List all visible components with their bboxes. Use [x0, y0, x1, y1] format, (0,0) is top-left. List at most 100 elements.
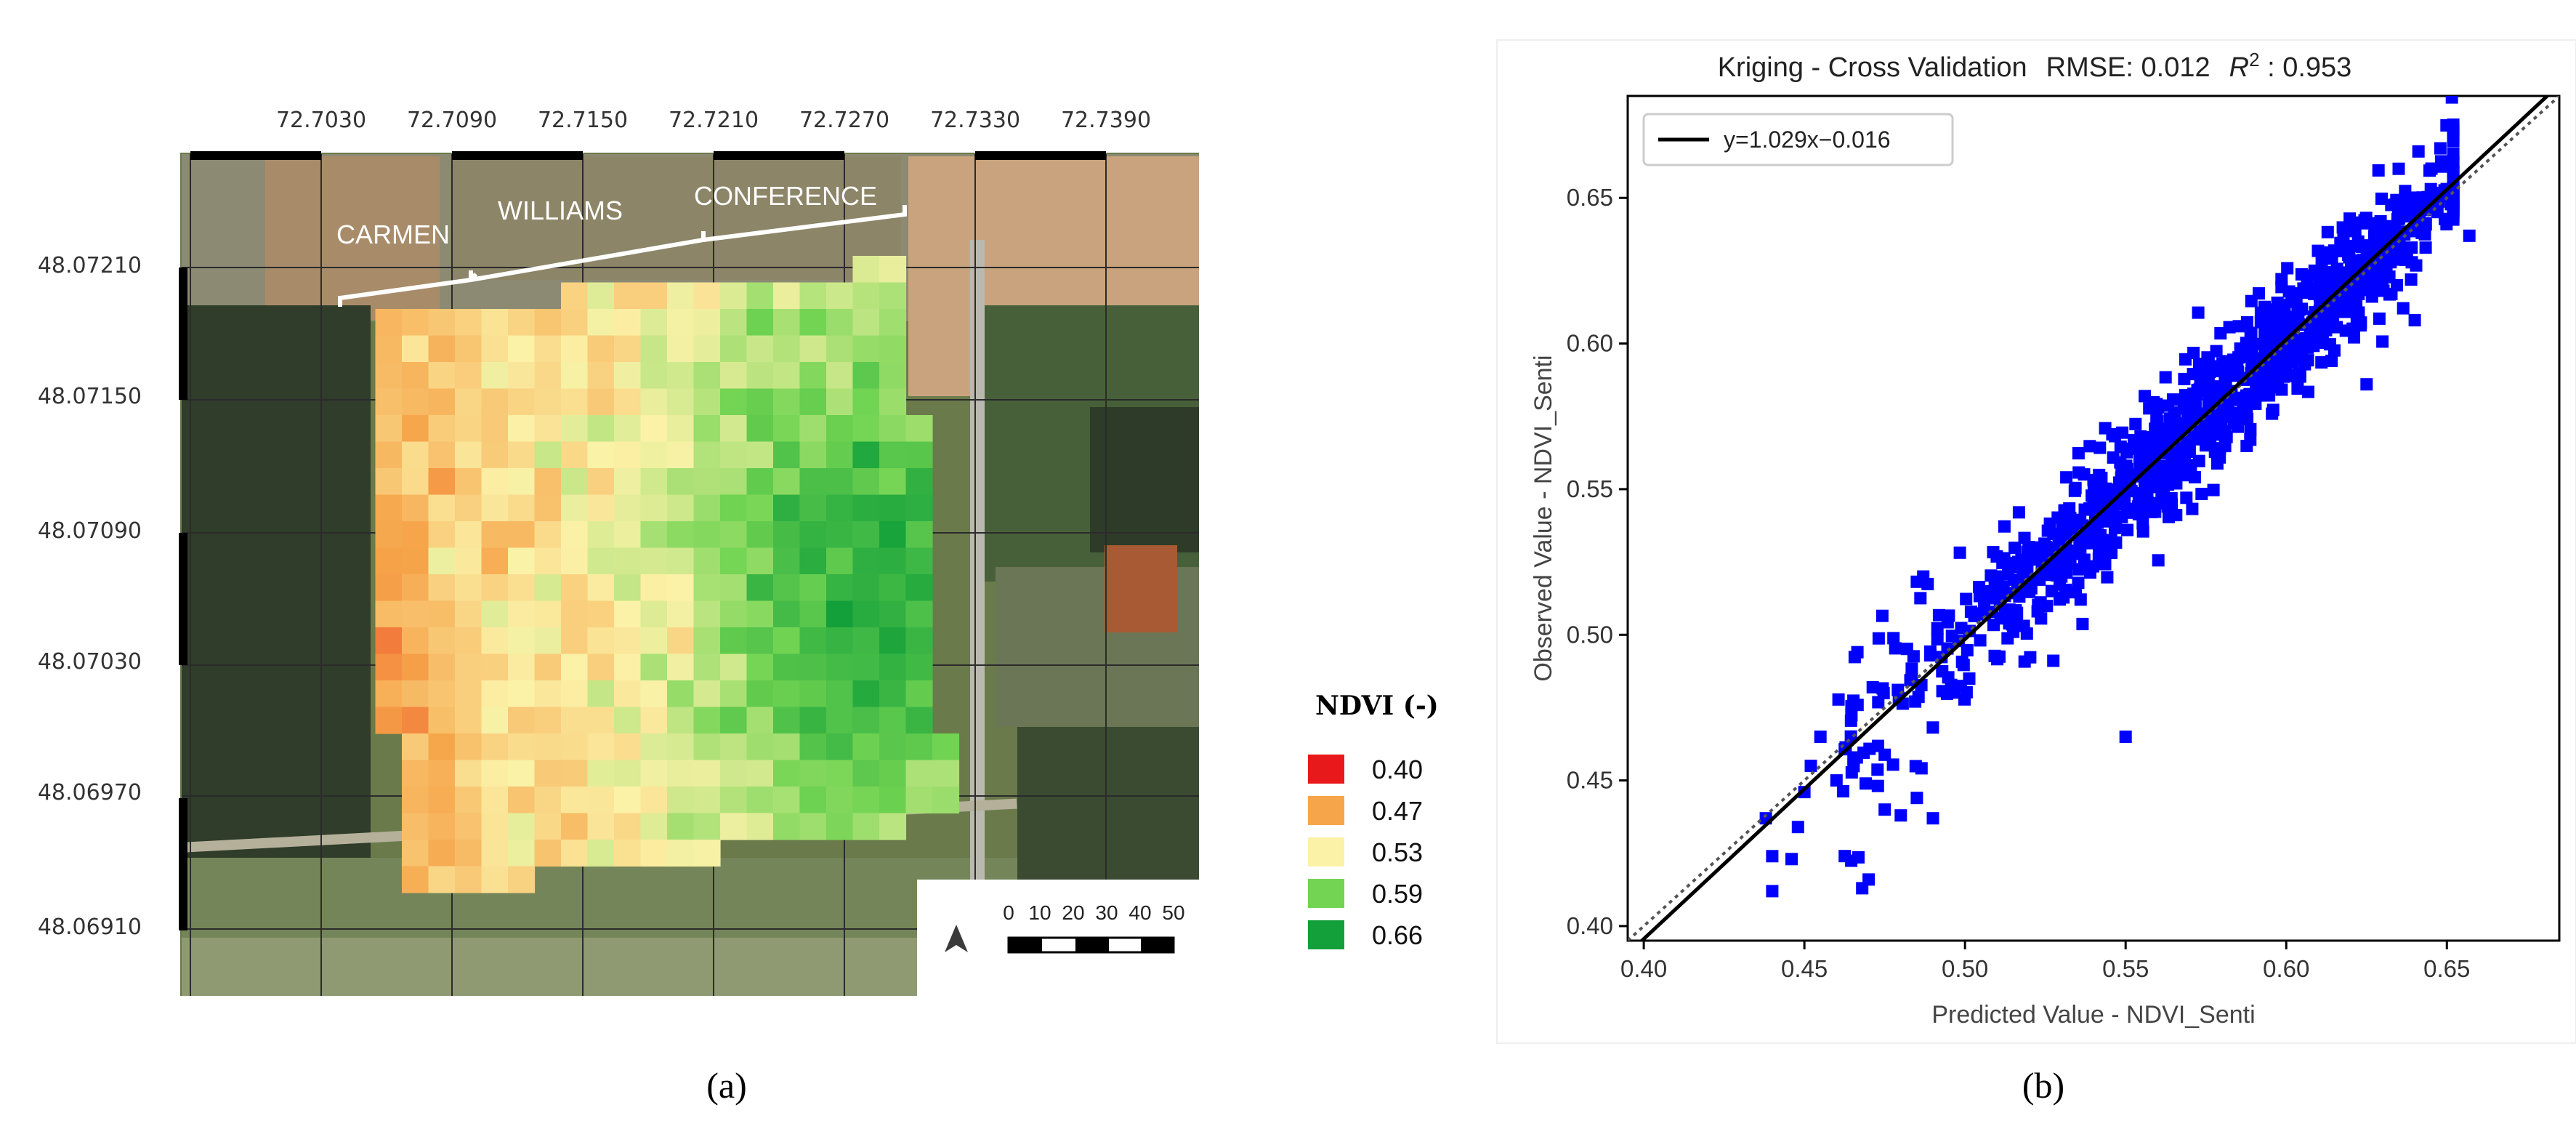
ndvi-cell	[481, 813, 509, 840]
ndvi-cell	[667, 415, 695, 443]
ndvi-cell	[587, 335, 615, 363]
data-point	[2093, 475, 2106, 488]
ndvi-cell	[481, 415, 509, 443]
ndvi-cell	[826, 388, 854, 416]
ndvi-cell	[799, 680, 827, 708]
ndvi-cell	[508, 309, 536, 337]
ndvi-cell	[720, 787, 748, 814]
ndvi-cell	[667, 468, 695, 496]
ndvi-cell	[375, 362, 403, 390]
data-point	[2354, 254, 2366, 267]
data-point	[2187, 347, 2200, 359]
ndvi-cell	[481, 760, 509, 787]
ndvi-cell	[799, 335, 827, 363]
ndvi-cell	[455, 760, 483, 787]
data-point	[1960, 592, 1973, 606]
x-tick-label: 0.40	[1620, 955, 1667, 982]
data-point	[1872, 632, 1885, 645]
lat-tick-label: 48.07030	[38, 649, 142, 675]
ndvi-cell	[667, 600, 695, 628]
ndvi-cell	[561, 309, 589, 337]
ndvi-cell	[428, 415, 456, 443]
data-point	[1791, 821, 1804, 834]
data-point	[2152, 554, 2165, 567]
ndvi-cell	[534, 415, 562, 443]
data-point	[2094, 528, 2107, 542]
ndvi-cell	[826, 494, 854, 522]
data-point	[2291, 351, 2304, 364]
ndvi-cell	[905, 680, 933, 708]
data-point	[2195, 366, 2208, 379]
ndvi-cell	[720, 282, 748, 310]
ndvi-cell	[587, 441, 615, 469]
ndvi-cell	[693, 707, 721, 734]
ndvi-cell	[561, 813, 589, 840]
frame-tick	[975, 151, 1106, 160]
ndvi-cell	[640, 733, 668, 761]
data-point	[2151, 428, 2164, 441]
ndvi-cell	[455, 441, 483, 469]
data-point	[2339, 305, 2352, 318]
ndvi-cell	[720, 600, 748, 628]
ndvi-cell	[799, 733, 827, 761]
ndvi-cell	[773, 441, 801, 469]
ndvi-cell	[534, 707, 562, 734]
data-point	[2032, 598, 2045, 611]
ndvi-cell	[508, 840, 536, 867]
ndvi-cell	[428, 866, 456, 893]
data-point	[1837, 785, 1849, 797]
data-point	[2064, 558, 2077, 571]
ndvi-cell	[905, 521, 933, 549]
data-point	[1876, 609, 1889, 622]
ndvi-cell	[693, 627, 721, 655]
ndvi-cell	[720, 547, 748, 575]
data-point	[2192, 306, 2205, 319]
ndvi-cell	[773, 680, 801, 708]
ndvi-cell	[799, 654, 827, 681]
ndvi-cell	[773, 494, 801, 522]
ndvi-cell	[693, 309, 721, 337]
ndvi-cell	[640, 813, 668, 840]
ndvi-cell	[455, 866, 483, 893]
ndvi-cell	[799, 309, 827, 337]
data-point	[1921, 578, 1934, 590]
data-point	[2007, 625, 2020, 638]
data-point	[1985, 585, 1998, 598]
ndvi-cell	[826, 600, 854, 628]
data-point	[2419, 241, 2432, 254]
legend-swatch	[1308, 796, 1344, 825]
data-point	[2008, 542, 2022, 555]
ndvi-cell	[375, 654, 403, 681]
ndvi-cell	[587, 309, 615, 337]
ndvi-cell	[375, 441, 403, 469]
ndvi-cell	[614, 547, 642, 575]
ndvi-cell	[667, 494, 695, 522]
data-point	[2234, 342, 2247, 355]
frame-tick	[179, 533, 187, 665]
data-point	[2463, 229, 2476, 242]
data-point	[2165, 492, 2178, 504]
data-point	[1785, 853, 1798, 866]
data-point	[2388, 223, 2401, 236]
ndvi-legend: NDVI (-) 0.40 0.47 0.53 0.59 0.66	[1308, 691, 1439, 950]
ndvi-cell	[667, 521, 695, 549]
data-point	[2024, 651, 2037, 664]
data-point	[2139, 390, 2152, 403]
data-point	[1910, 575, 1923, 588]
ndvi-cell	[773, 787, 801, 814]
ndvi-cell	[614, 733, 642, 761]
data-point	[2291, 382, 2304, 395]
ndvi-cell	[693, 362, 721, 390]
scale-bar	[1007, 936, 1175, 954]
ndvi-cell	[375, 627, 403, 655]
ndvi-cell	[481, 388, 509, 416]
ndvi-cell	[508, 866, 536, 893]
data-point	[2168, 406, 2181, 419]
ndvi-cell	[534, 680, 562, 708]
ndvi-cell	[402, 680, 429, 708]
ndvi-cell	[455, 787, 483, 814]
lon-tick-label: 72.7210	[669, 108, 759, 133]
ndvi-cell	[693, 282, 721, 310]
ndvi-cell	[508, 468, 536, 496]
ndvi-cell	[693, 468, 721, 496]
